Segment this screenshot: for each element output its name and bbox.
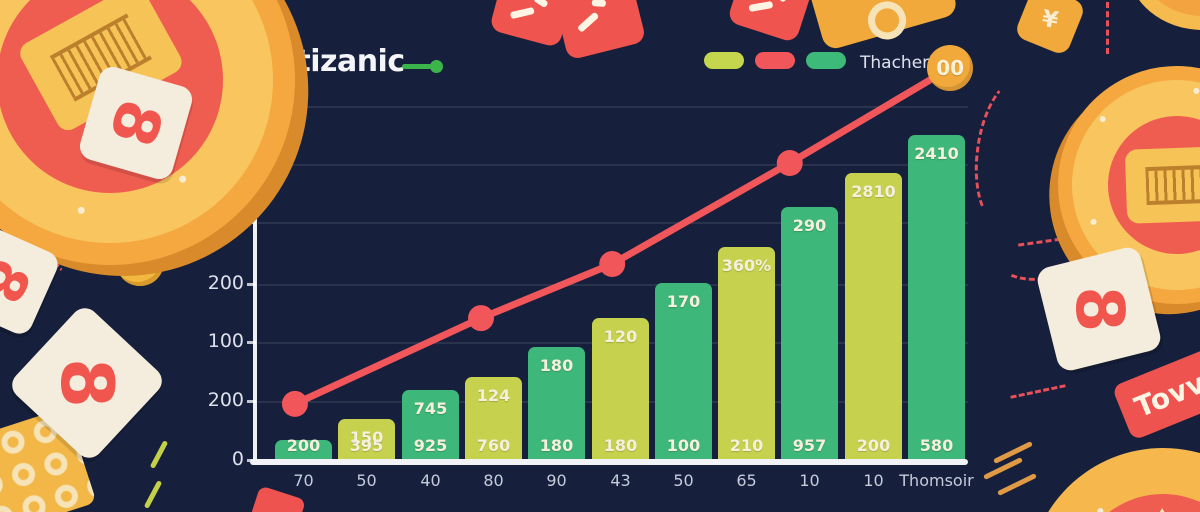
barcode-marks: [1145, 164, 1200, 206]
x-tick-label: 70: [293, 471, 314, 490]
y-tick-label: 100: [207, 330, 244, 352]
bar-bottom-label: 180: [603, 436, 638, 455]
bar-bottom-label: 580: [919, 436, 954, 455]
x-tick-label: Thomsoir: [899, 471, 974, 490]
bar-top-label: 2810: [851, 182, 896, 201]
bar-bottom-label: 925: [413, 436, 448, 455]
y-tick-label: 0: [231, 448, 244, 470]
x-axis-line: [250, 459, 968, 465]
coin-ring-dot: [1096, 507, 1104, 512]
bar: 170 100: [655, 283, 712, 462]
bar-top-label: 180: [539, 356, 574, 375]
y-tick-mark: [247, 400, 256, 403]
die-digit: 8: [95, 91, 178, 155]
x-tick-label: 50: [673, 471, 694, 490]
x-tick-label: 80: [483, 471, 504, 490]
bar-top-label: 360%: [721, 256, 772, 275]
bar-bottom-label: 180: [539, 436, 574, 455]
bar: 745 925: [402, 390, 459, 462]
bar-top-label: 290: [792, 216, 827, 235]
bar: 2410 580: [908, 135, 965, 462]
die-digit: 8: [0, 247, 43, 314]
x-tick-label: 50: [356, 471, 377, 490]
bar-top-label: 150: [349, 428, 384, 447]
y-axis-line: [253, 90, 257, 464]
bar-top-label: 120: [603, 327, 638, 346]
y-tick-label: 200: [207, 272, 244, 294]
y-tick-mark: [247, 283, 256, 286]
line-end-badge: 00: [927, 44, 974, 91]
line-point-marker: [468, 305, 495, 332]
bar-top-label: 170: [666, 292, 701, 311]
x-tick-label: 65: [736, 471, 757, 490]
bar: 290 957: [781, 207, 838, 462]
bar: 120 180: [592, 318, 649, 462]
bar-top-label: 124: [476, 386, 511, 405]
x-tick-label: 40: [420, 471, 441, 490]
bar-bottom-label: 200: [286, 436, 321, 455]
bar-top-label: 745: [413, 399, 448, 418]
die-digit: 8: [44, 357, 129, 409]
bar-bottom-label: 760: [476, 436, 511, 455]
bar: 180 180: [528, 347, 585, 462]
bar-bottom-label: 100: [666, 436, 701, 455]
line-end-badge-label: 00: [936, 55, 965, 80]
bar-bottom-label: 200: [856, 436, 891, 455]
x-tick-label: 43: [610, 471, 631, 490]
x-tick-label: 90: [546, 471, 567, 490]
y-tick-label: 200: [207, 389, 244, 411]
bar: 124 760: [465, 377, 522, 462]
bar: 200: [275, 436, 332, 462]
line-point-marker: [281, 390, 308, 417]
bar-bottom-label: 210: [729, 436, 764, 455]
x-tick-label: 10: [799, 471, 820, 490]
bar-top-label: 2410: [914, 144, 959, 163]
bar: 2810 200: [845, 173, 902, 462]
coin-label: [1124, 146, 1200, 224]
y-tick-mark: [247, 341, 256, 344]
dashed-line-decoration: [1106, 2, 1109, 54]
gridline: [258, 164, 968, 166]
bar-bottom-label: 957: [792, 436, 827, 455]
bar-bottom-label: 395: [349, 436, 384, 455]
line-point-marker: [599, 251, 626, 278]
bar: 150 395: [338, 419, 395, 462]
gridline: [258, 106, 968, 108]
x-tick-label: 10: [863, 471, 884, 490]
die-digit: 8: [1060, 284, 1139, 334]
bar: 360% 210: [718, 247, 775, 462]
